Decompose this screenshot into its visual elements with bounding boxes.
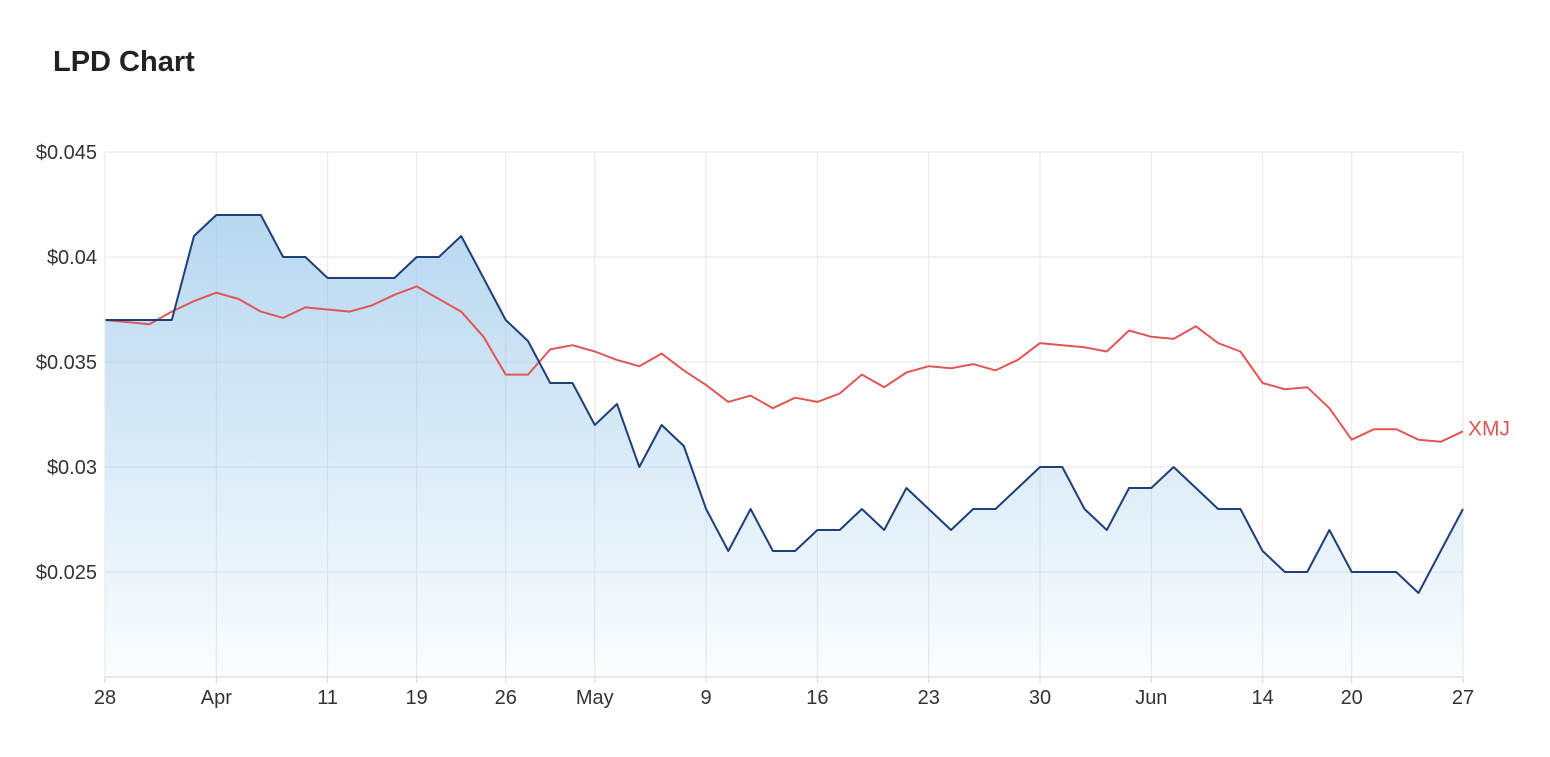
x-tick-label: Jun: [1135, 687, 1167, 709]
y-tick-label: $0.045: [36, 142, 97, 164]
y-tick-label: $0.04: [47, 247, 97, 269]
lpd-series-line: [105, 214, 1464, 594]
area-fill: [105, 215, 1463, 677]
x-tick-label: 16: [806, 687, 828, 709]
series-lines: [104, 214, 1464, 594]
xmj-series-label: XMJ: [1468, 417, 1510, 440]
x-tick-label: 9: [701, 687, 712, 709]
tick-labels: $0.045 $0.04 $0.035 $0.03 $0.025 28 Apr 11 19 26 M…: [36, 142, 1510, 709]
x-tick-label: 27: [1452, 687, 1474, 709]
axes: [104, 152, 1464, 683]
x-tick-label: 20: [1341, 687, 1363, 709]
y-tick-label: $0.03: [47, 457, 97, 479]
chart-title: LPD Chart: [53, 46, 195, 78]
x-tick-label: 30: [1029, 687, 1051, 709]
x-tick-label: 19: [406, 687, 428, 709]
xmj-series-line: [104, 285, 1464, 443]
x-tick-label: Apr: [201, 687, 232, 709]
x-tick-label: 23: [918, 687, 940, 709]
y-tick-label: $0.035: [36, 352, 97, 374]
x-tick-label: 11: [317, 687, 338, 709]
x-tick-label: May: [576, 687, 614, 709]
lpd-area: [105, 215, 1463, 677]
x-tick-label: 14: [1252, 687, 1274, 709]
x-tick-label: 26: [495, 687, 517, 709]
x-tick-label: 28: [94, 687, 116, 709]
y-tick-label: $0.025: [36, 562, 97, 584]
